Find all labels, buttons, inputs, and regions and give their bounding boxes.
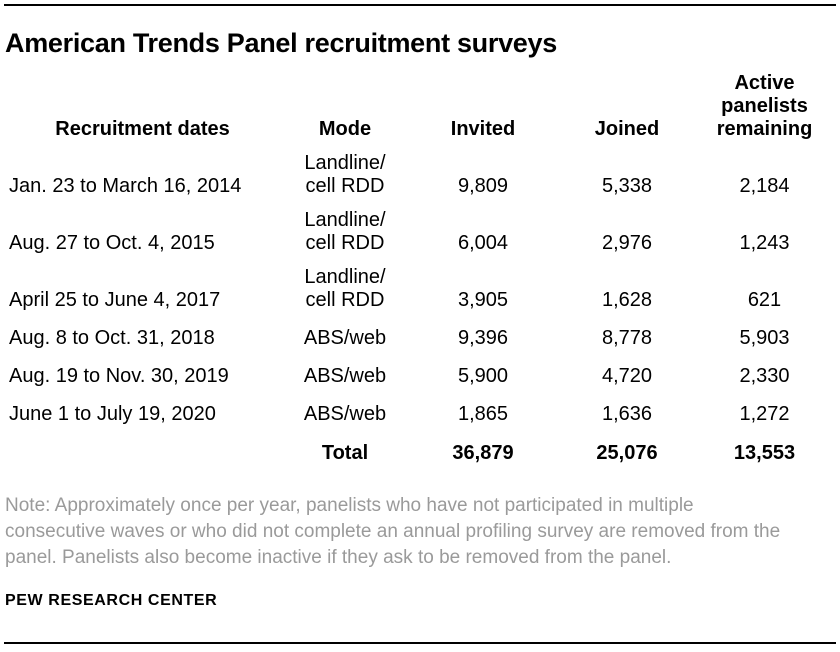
mode-line: ABS/web <box>303 327 387 349</box>
pew-table-figure: { "colors": { "text": "#000000", "note_g… <box>0 4 840 652</box>
bottom-rule <box>4 642 836 644</box>
cell-joined: 1,636 <box>601 403 653 425</box>
cell-recruitment-dates: June 1 to July 19, 2020 <box>9 403 216 425</box>
column-header-invited: Invited <box>450 118 516 140</box>
column-header-recruitment-dates: Recruitment dates <box>55 118 230 140</box>
mode-line: cell RDD <box>305 232 385 254</box>
cell-invited: 1,865 <box>457 403 509 425</box>
total-remaining: 13,553 <box>733 442 796 464</box>
header-row: Recruitment dates Mode Invited Joined Ac… <box>4 70 832 146</box>
figure-title: American Trends Panel recruitment survey… <box>5 28 557 58</box>
cell-joined: 2,976 <box>601 232 653 254</box>
cell-joined: 5,338 <box>601 175 653 197</box>
footnote-line: Note: Approximately once per year, panel… <box>5 495 694 516</box>
cell-recruitment-dates: Aug. 27 to Oct. 4, 2015 <box>9 232 215 254</box>
recruitment-table: Recruitment dates Mode Invited Joined Ac… <box>4 70 832 470</box>
total-label: Total <box>321 442 369 464</box>
mode-line: Landline/ <box>304 209 386 231</box>
table-row: June 1 to July 19, 2020 ABS/web 1,865 1,… <box>4 393 832 431</box>
cell-recruitment-dates: Aug. 8 to Oct. 31, 2018 <box>9 327 215 349</box>
cell-recruitment-dates: Jan. 23 to March 16, 2014 <box>9 175 242 197</box>
cell-invited: 9,809 <box>457 175 509 197</box>
cell-joined: 1,628 <box>601 289 653 311</box>
cell-remaining: 1,272 <box>739 403 790 425</box>
mode-line: Landline/ <box>304 152 386 174</box>
footnote-line: panel. Panelists also become inactive if… <box>5 547 672 568</box>
mode-line: ABS/web <box>303 403 387 425</box>
column-header-active-panelists-remaining: Active panelists remaining <box>716 72 813 140</box>
mode-line: ABS/web <box>303 365 387 387</box>
cell-mode: Landline/cell RDD <box>281 260 409 317</box>
cell-remaining: 5,903 <box>739 327 790 349</box>
mode-line: cell RDD <box>305 289 385 311</box>
cell-mode: ABS/web <box>281 317 409 355</box>
table-total-row: Total 36,879 25,076 13,553 <box>4 431 832 470</box>
cell-mode: ABS/web <box>281 355 409 393</box>
mode-line: cell RDD <box>305 175 385 197</box>
footnote-line: consecutive waves or who did not complet… <box>5 521 781 542</box>
cell-remaining: 621 <box>747 289 782 311</box>
table-row: April 25 to June 4, 2017 Landline/cell R… <box>4 260 832 317</box>
cell-invited: 9,396 <box>457 327 509 349</box>
cell-mode: ABS/web <box>281 393 409 431</box>
table-row: Jan. 23 to March 16, 2014 Landline/cell … <box>4 146 832 203</box>
cell-mode: Landline/cell RDD <box>281 146 409 203</box>
table-row: Aug. 27 to Oct. 4, 2015 Landline/cell RD… <box>4 203 832 260</box>
table-row: Aug. 8 to Oct. 31, 2018 ABS/web 9,396 8,… <box>4 317 832 355</box>
cell-joined: 4,720 <box>601 365 653 387</box>
cell-recruitment-dates: Aug. 19 to Nov. 30, 2019 <box>9 365 229 387</box>
cell-remaining: 2,184 <box>739 175 790 197</box>
source-attribution: PEW RESEARCH CENTER <box>5 592 218 609</box>
cell-remaining: 1,243 <box>739 232 790 254</box>
total-invited: 36,879 <box>452 442 514 464</box>
cell-invited: 6,004 <box>457 232 509 254</box>
cell-joined: 8,778 <box>601 327 653 349</box>
cell-recruitment-dates: April 25 to June 4, 2017 <box>9 289 221 311</box>
cell-invited: 5,900 <box>457 365 509 387</box>
table-header: Recruitment dates Mode Invited Joined Ac… <box>4 70 832 146</box>
cell-total-spacer <box>4 431 281 470</box>
column-header-mode: Mode <box>318 118 372 140</box>
total-joined: 25,076 <box>596 442 658 464</box>
table-body: Jan. 23 to March 16, 2014 Landline/cell … <box>4 146 832 470</box>
cell-mode: Landline/cell RDD <box>281 203 409 260</box>
column-header-joined: Joined <box>594 118 660 140</box>
cell-invited: 3,905 <box>457 289 509 311</box>
top-rule <box>4 4 836 6</box>
mode-line: Landline/ <box>304 266 386 288</box>
footnote: Note: Approximately once per year, panel… <box>5 493 836 571</box>
cell-remaining: 2,330 <box>739 365 790 387</box>
table-row: Aug. 19 to Nov. 30, 2019 ABS/web 5,900 4… <box>4 355 832 393</box>
